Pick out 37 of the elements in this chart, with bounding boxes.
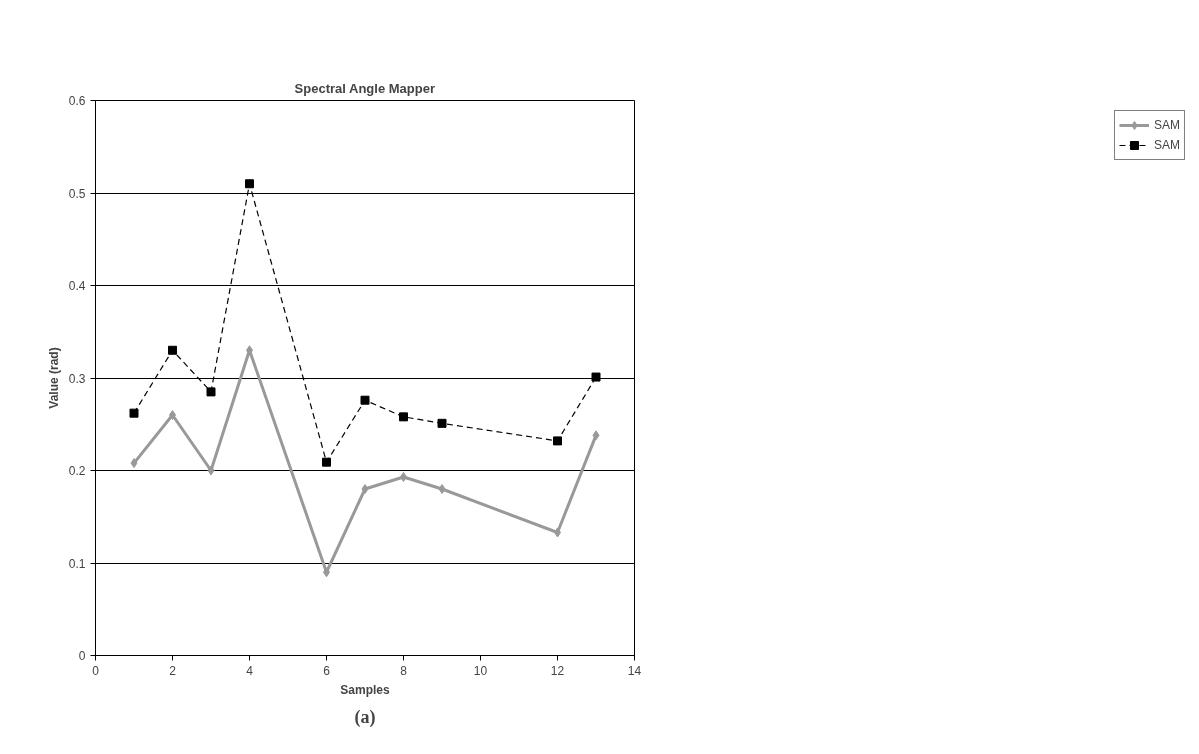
point <box>438 484 446 494</box>
text: (a) <box>354 706 376 728</box>
chart-title: Spectral Angle Mapper <box>294 80 435 96</box>
point <box>437 418 447 428</box>
x-tick-label: 6 <box>323 663 331 678</box>
point <box>361 484 369 494</box>
x-tick-label: 14 <box>627 663 642 678</box>
point <box>206 387 216 397</box>
y-tick-label: 0.4 <box>68 279 86 293</box>
x-tick-label: 12 <box>550 663 565 678</box>
y-tick-label: 0.5 <box>68 186 86 201</box>
y-tick-label: 0.6 <box>68 94 86 108</box>
x-tick-label: 10 <box>473 663 488 678</box>
legend-label: SAM <box>1153 138 1180 152</box>
x-tick-label: 4 <box>246 663 254 678</box>
point <box>130 458 138 469</box>
point <box>245 179 254 189</box>
y-tick-label: 0.2 <box>68 464 86 478</box>
point <box>207 465 215 476</box>
point <box>322 457 331 467</box>
x-tick-label: 8 <box>400 663 408 678</box>
legend-label: SAM <box>1153 118 1180 132</box>
y-tick-label: 0 <box>78 649 86 663</box>
x-tick-label: 0 <box>92 663 100 678</box>
x-axis-title: Samples <box>340 682 391 697</box>
point <box>399 412 408 422</box>
point <box>592 430 600 441</box>
point <box>553 436 562 446</box>
y-tick-label: 0.3 <box>68 371 86 386</box>
point <box>591 372 601 382</box>
point <box>360 395 370 405</box>
y-tick-label: 0.1 <box>68 556 86 571</box>
y-axis-title: Value (rad) <box>46 347 61 409</box>
point <box>168 345 177 355</box>
point <box>169 410 176 420</box>
point <box>129 408 139 418</box>
x-tick-label: 2 <box>169 663 177 678</box>
